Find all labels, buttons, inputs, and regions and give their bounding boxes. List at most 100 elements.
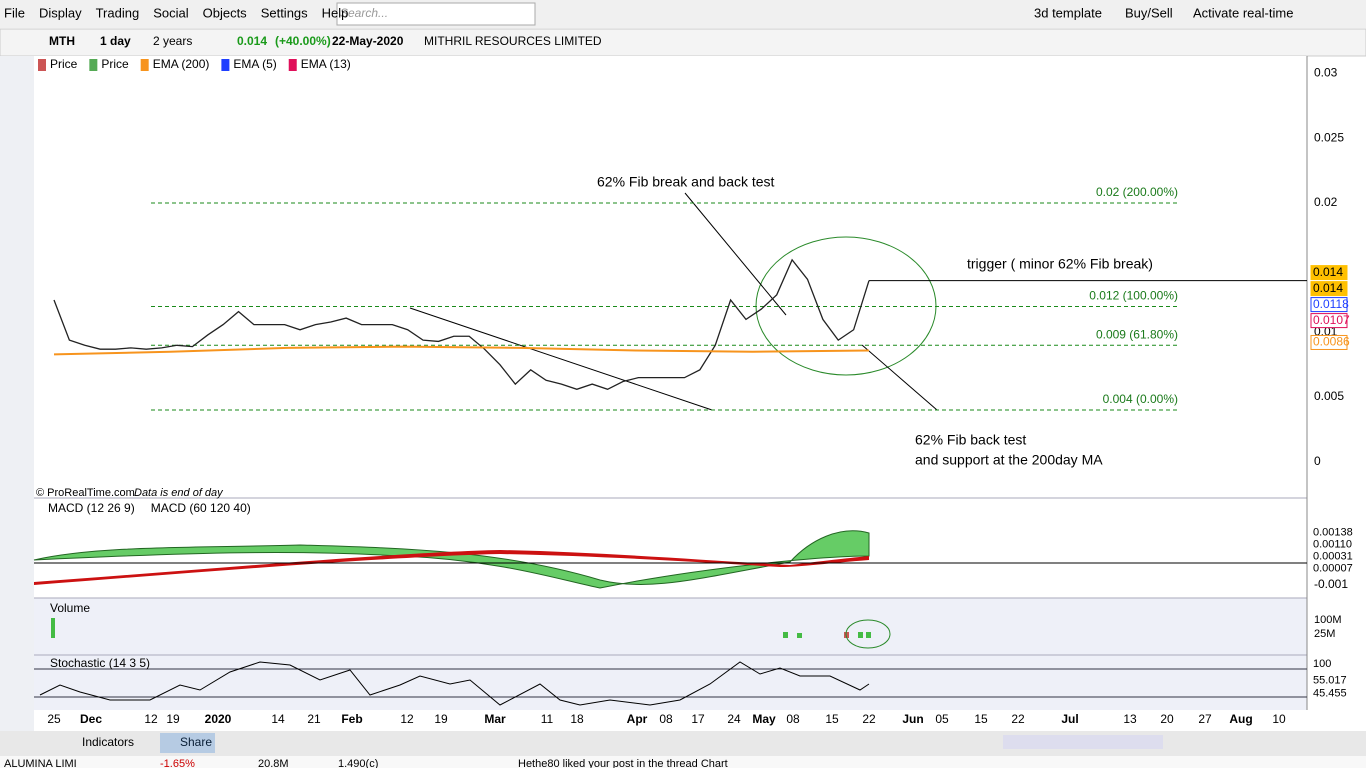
x-tick-label: 19 <box>166 712 180 726</box>
period[interactable]: 2 years <box>153 34 192 48</box>
macd-tag: 0.00007 <box>1313 562 1353 574</box>
volume-bar <box>783 632 788 638</box>
legend-entry: Price <box>50 57 78 71</box>
x-tick-label: 2020 <box>205 712 232 726</box>
legend-entry: MACD (12 26 9) <box>48 501 135 515</box>
x-tick-label: 13 <box>1123 712 1137 726</box>
x-tick-label: 11 <box>541 712 554 726</box>
stoch-panel <box>34 655 1307 710</box>
volume-bar <box>51 618 55 638</box>
volume-tag: 100M <box>1314 614 1342 626</box>
annotation: 62% Fib back test <box>915 432 1026 448</box>
volume-bar <box>797 633 802 638</box>
y-tick-label: 0.005 <box>1314 389 1344 403</box>
change: (+40.00%) <box>275 34 331 48</box>
menu-item[interactable]: Help <box>322 5 349 20</box>
x-tick-label: May <box>752 712 776 726</box>
price-tag-label: 0.014 <box>1313 265 1343 279</box>
volume-tag: 25M <box>1314 628 1335 640</box>
x-tick-label: 08 <box>659 712 673 726</box>
y-tick-label: 0.02 <box>1314 195 1338 209</box>
volume-bar <box>858 632 863 638</box>
date: 22-May-2020 <box>332 34 404 48</box>
series-line <box>53 345 870 356</box>
legend-swatch <box>140 59 149 71</box>
legend-entry: Volume <box>50 601 90 615</box>
legend-entry: EMA (13) <box>301 57 351 71</box>
volume-bar <box>866 632 871 638</box>
stoch-tag: 100 <box>1313 658 1331 670</box>
x-tick-label: 20 <box>1160 712 1174 726</box>
x-tick-label: 12 <box>144 712 158 726</box>
top-button[interactable]: 3d template <box>1034 5 1102 20</box>
share-bg <box>160 733 215 753</box>
legend-entry: Stochastic (14 3 5) <box>50 656 150 670</box>
trend-line <box>409 307 713 411</box>
status-bar <box>0 756 1366 768</box>
x-tick-label: 14 <box>271 712 285 726</box>
legend-entry: Price <box>101 57 129 71</box>
menu-item[interactable]: Settings <box>261 5 308 20</box>
y-tick-label: -0.001 <box>1314 577 1348 591</box>
macd-shape <box>34 550 869 585</box>
menu-item[interactable]: Trading <box>96 5 140 20</box>
fib-label: 0.009 (61.80%) <box>1096 327 1178 341</box>
x-tick-label: 08 <box>786 712 800 726</box>
price-tag <box>1310 281 1348 297</box>
top-button[interactable]: Activate real-time <box>1193 5 1293 20</box>
macd-tag: 0.00031 <box>1313 550 1353 562</box>
x-tick-label: 15 <box>825 712 839 726</box>
x-tick-label: Dec <box>80 712 102 726</box>
menu-item[interactable]: File <box>4 5 25 20</box>
search-box[interactable] <box>336 2 536 26</box>
annotation: 62% Fib break and back test <box>597 174 775 190</box>
annotation-pointer <box>861 344 938 411</box>
status-text: Hethe80 liked your post in the thread Ch… <box>518 758 728 768</box>
indicators-button[interactable]: Indicators <box>82 735 134 749</box>
legend-swatch <box>288 59 297 71</box>
price-tag <box>1310 313 1348 329</box>
macd-tag: 0.00110 <box>1313 538 1352 550</box>
credit: © ProRealTime.com <box>36 487 135 499</box>
scrollbar[interactable] <box>1003 735 1163 749</box>
annotation: and support at the 200day MA <box>915 452 1103 468</box>
stoch-line <box>39 661 870 706</box>
search-placeholder: Search... <box>340 6 388 20</box>
x-tick-label: Aug <box>1229 712 1252 726</box>
menu-item[interactable]: Objects <box>203 5 248 20</box>
menu-bar <box>0 0 1366 28</box>
menu-item[interactable]: Social <box>153 5 189 20</box>
legend-entry: EMA (200) <box>153 57 210 71</box>
volume-panel <box>34 598 1307 655</box>
interval[interactable]: 1 day <box>100 34 131 48</box>
fib-label: 0.02 (200.00%) <box>1096 185 1178 199</box>
share-button[interactable]: Share <box>180 735 212 749</box>
x-tick-label: Jun <box>902 712 923 726</box>
stoch-tag: 55.017 <box>1313 675 1347 687</box>
x-tick-label: 15 <box>974 712 988 726</box>
series-line <box>53 258 870 390</box>
legend-entry: EMA (5) <box>233 57 276 71</box>
legend-swatch <box>221 59 230 71</box>
y-tick-label: 0.025 <box>1314 130 1344 144</box>
x-tick-label: 17 <box>691 712 705 726</box>
menu-item[interactable]: Display <box>39 5 82 20</box>
x-tick-label: Mar <box>484 712 506 726</box>
x-tick-label: 19 <box>434 712 448 726</box>
legend-swatch <box>89 59 98 71</box>
status-text: 1.490(c) <box>338 758 378 768</box>
price-tag <box>1310 297 1348 313</box>
y-tick-label: 0.03 <box>1314 66 1338 80</box>
status-text: -1.65% <box>160 758 195 768</box>
credit-note: Data is end of day <box>134 487 224 499</box>
x-tick-label: Apr <box>627 712 648 726</box>
top-button[interactable]: Buy/Sell <box>1125 5 1173 20</box>
status-text: 20.8M <box>258 758 289 768</box>
fib-label: 0.012 (100.00%) <box>1089 289 1178 303</box>
status-text: ALUMINA LIMI <box>4 758 77 768</box>
symbol[interactable]: MTH <box>49 34 75 48</box>
price-tag-label: 0.0086 <box>1313 335 1350 349</box>
x-tick-label: Feb <box>341 712 362 726</box>
